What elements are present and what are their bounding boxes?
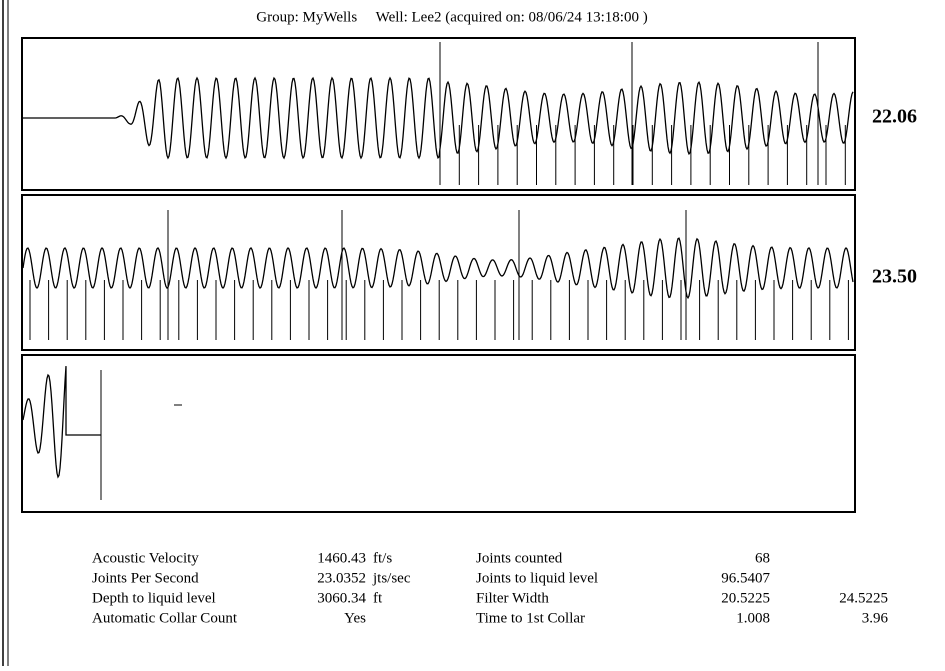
waveforms xyxy=(22,42,854,500)
panel-label: 22.06 xyxy=(872,106,917,128)
cell-label2: Joints counted xyxy=(476,550,563,566)
cell-value3: 24.5225 xyxy=(839,590,888,606)
cell-value2: 1.008 xyxy=(736,610,770,626)
cell-label: Acoustic Velocity xyxy=(92,550,199,566)
header-title: Group: MyWells Well: Lee2 (acquired on: … xyxy=(256,9,647,25)
cell-value2: 68 xyxy=(755,550,770,566)
waveform xyxy=(22,237,854,300)
results-table: Acoustic Velocity 1460.43 ft/s Joints count… xyxy=(92,550,889,626)
cell-value2: 20.5225 xyxy=(721,590,770,606)
panel xyxy=(21,194,856,351)
cell-label: Depth to liquid level xyxy=(92,590,216,606)
cell-value3: 3.96 xyxy=(862,610,889,626)
cell-value: Yes xyxy=(344,610,366,626)
cell-label2: Filter Width xyxy=(476,590,549,606)
waveform xyxy=(22,366,101,479)
cell-value: 1460.43 xyxy=(317,550,366,566)
cell-label: Joints Per Second xyxy=(92,570,199,586)
cell-unit: ft xyxy=(373,590,383,606)
panel xyxy=(21,37,856,191)
cell-unit: ft/s xyxy=(373,550,392,566)
cell-value: 3060.34 xyxy=(317,590,366,606)
cell-label2: Joints to liquid level xyxy=(476,570,598,586)
cell-value: 23.0352 xyxy=(317,570,366,586)
cell-value2: 96.5407 xyxy=(721,570,770,586)
panel-label: 23.50 xyxy=(872,266,917,288)
panel xyxy=(21,354,856,513)
waveform xyxy=(23,76,854,160)
cell-unit: jts/sec xyxy=(372,570,411,586)
cell-label2: Time to 1st Collar xyxy=(476,610,585,626)
cell-label: Automatic Collar Count xyxy=(92,610,238,626)
